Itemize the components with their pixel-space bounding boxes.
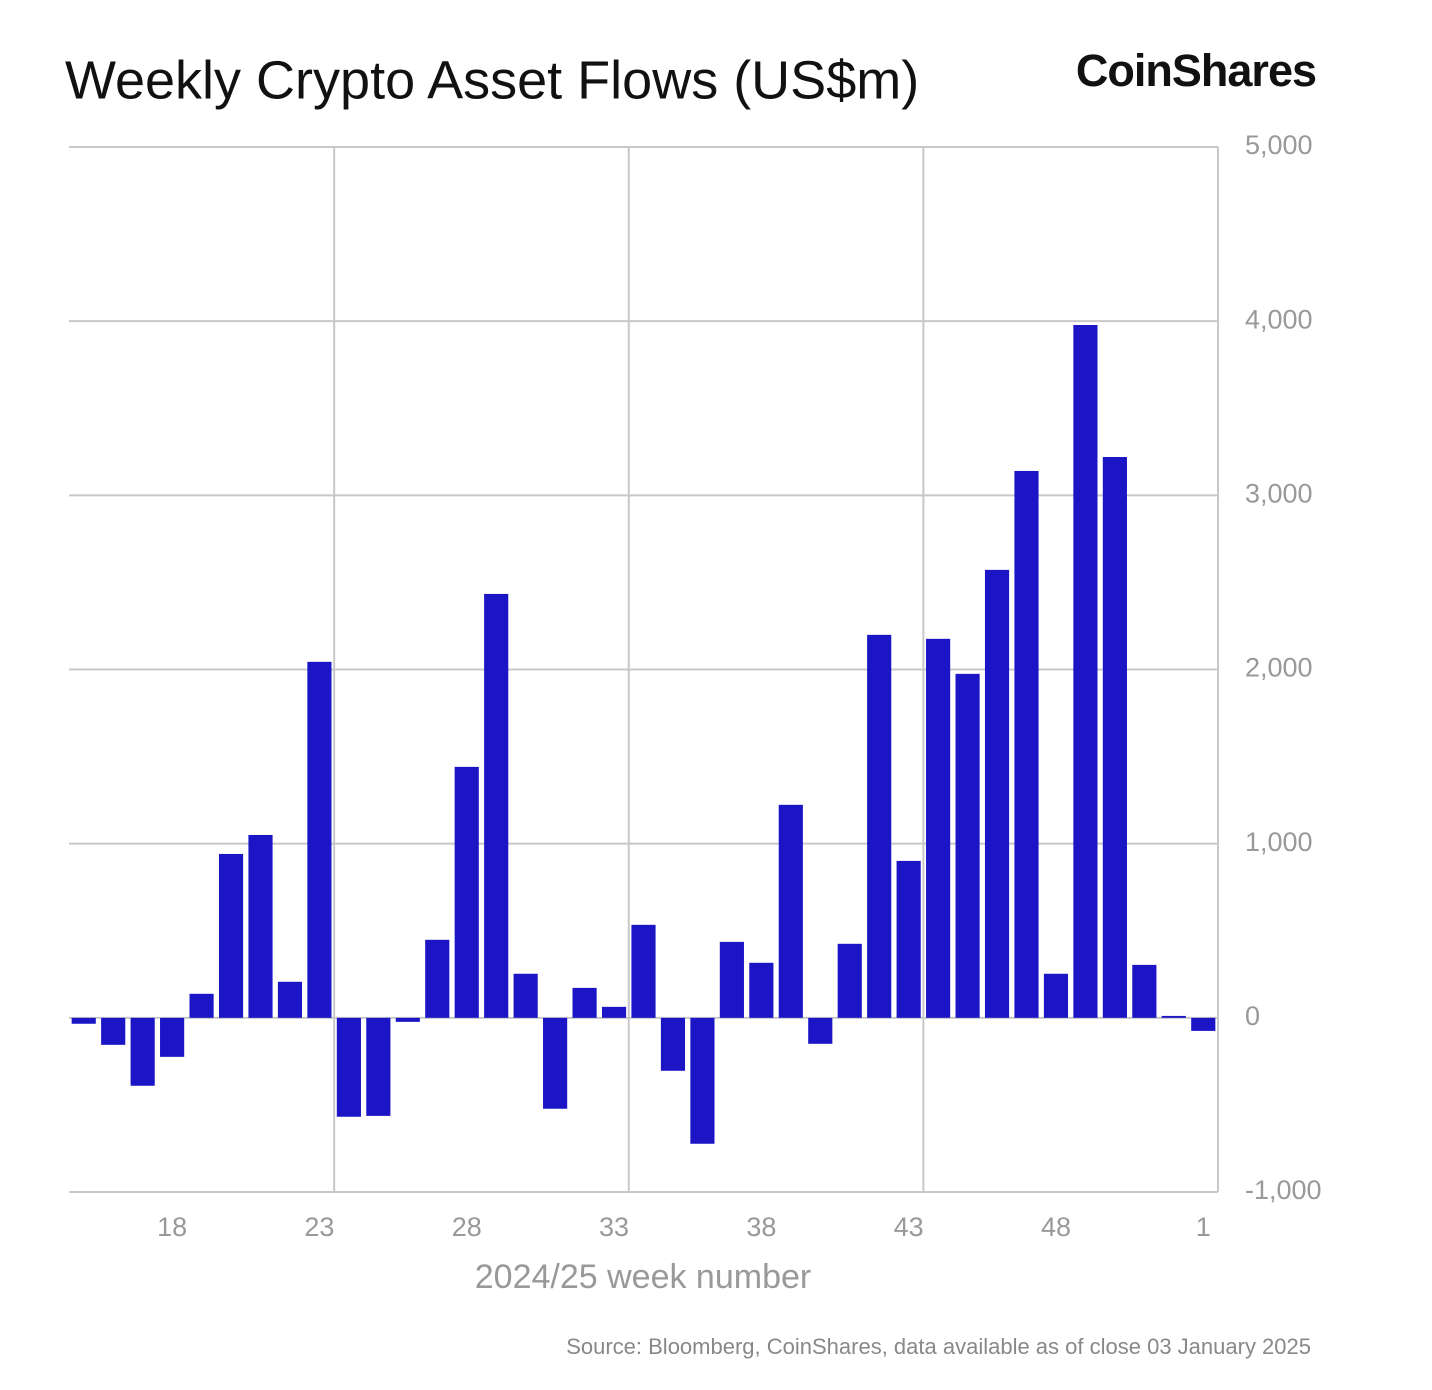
bar: [837, 943, 862, 1018]
y-tick-label: -1,000: [1245, 1175, 1322, 1205]
x-tick-label: 33: [599, 1212, 629, 1242]
bar: [955, 673, 980, 1018]
bar: [277, 981, 303, 1018]
bar: [984, 569, 1010, 1018]
bar: [1073, 324, 1098, 1018]
bar: [307, 661, 332, 1018]
bar: [1132, 964, 1157, 1018]
y-tick-label: 5,000: [1245, 130, 1313, 160]
x-tick-label: 28: [452, 1212, 482, 1242]
bar: [101, 1017, 126, 1045]
chart-title: Weekly Crypto Asset Flows (US$m): [65, 50, 919, 110]
bar: [1102, 457, 1127, 1018]
bar: [1014, 470, 1039, 1018]
x-tick-label: 18: [157, 1212, 187, 1242]
y-tick-label: 3,000: [1245, 478, 1313, 508]
bar: [395, 1017, 420, 1022]
bar: [218, 853, 244, 1018]
bar: [454, 766, 479, 1018]
y-tick-label: 1,000: [1245, 827, 1313, 857]
brand-logo: CoinShares: [1076, 45, 1316, 96]
bar: [71, 1017, 96, 1024]
bar: [631, 924, 656, 1018]
bar: [543, 1017, 568, 1109]
bar: [778, 804, 803, 1018]
x-tick-label: 23: [304, 1212, 334, 1242]
bar: [1043, 973, 1069, 1018]
bar: [896, 860, 921, 1018]
x-tick-label: 38: [746, 1212, 776, 1242]
x-tick-label: 1: [1196, 1212, 1211, 1242]
bar: [130, 1017, 155, 1086]
y-tick-label: 2,000: [1245, 653, 1313, 683]
bar: [867, 634, 892, 1018]
bar: [601, 1006, 627, 1018]
bar: [1191, 1017, 1216, 1031]
x-tick-label: 48: [1041, 1212, 1071, 1242]
x-tick-label: 43: [894, 1212, 924, 1242]
x-axis-label: 2024/25 week number: [475, 1258, 811, 1296]
bar: [484, 593, 509, 1018]
bar: [1161, 1015, 1186, 1018]
bar: [572, 987, 597, 1018]
bar: [749, 962, 774, 1018]
bar: [690, 1017, 715, 1144]
bar: [808, 1017, 833, 1044]
bar: [926, 638, 951, 1018]
bar: [160, 1017, 185, 1057]
bar: [425, 939, 450, 1018]
bar: [189, 993, 214, 1018]
bar: [336, 1017, 361, 1117]
bar: [513, 973, 538, 1018]
bar: [660, 1017, 686, 1071]
y-tick-label: 0: [1245, 1001, 1260, 1031]
source-note: Source: Bloomberg, CoinShares, data avai…: [566, 1334, 1311, 1359]
bar: [719, 941, 744, 1018]
y-tick-label: 4,000: [1245, 304, 1313, 334]
bar: [248, 834, 273, 1018]
bar: [366, 1017, 391, 1116]
